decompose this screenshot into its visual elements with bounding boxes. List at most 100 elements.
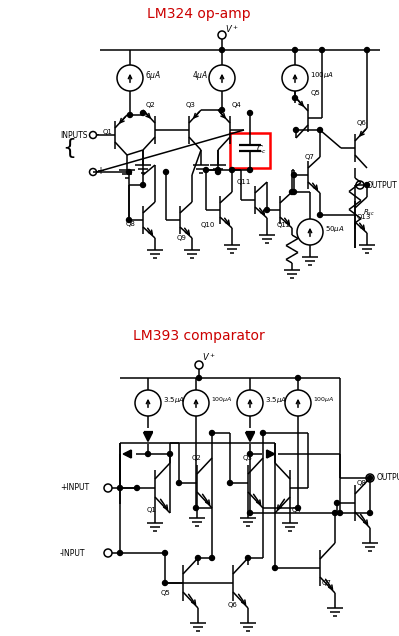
Circle shape (176, 481, 182, 485)
Circle shape (365, 48, 369, 53)
Circle shape (229, 167, 235, 172)
Text: $3.5\mu A$: $3.5\mu A$ (163, 395, 185, 405)
Text: Q3: Q3 (186, 102, 196, 108)
Circle shape (294, 127, 298, 132)
Text: $V^+$: $V^+$ (225, 23, 239, 35)
Circle shape (292, 190, 296, 195)
Text: $3.5\mu A$: $3.5\mu A$ (265, 395, 287, 405)
Text: Q4: Q4 (292, 507, 302, 513)
Bar (230, 133, 270, 168)
Text: +: + (96, 166, 104, 176)
Circle shape (292, 95, 298, 100)
Circle shape (247, 167, 253, 172)
Circle shape (265, 207, 269, 212)
Circle shape (320, 48, 324, 53)
Circle shape (338, 511, 342, 516)
Text: +INPUT: +INPUT (60, 483, 89, 492)
Text: Q12: Q12 (277, 222, 291, 228)
Text: $R_{sc}$: $R_{sc}$ (363, 208, 375, 218)
Circle shape (219, 48, 225, 53)
Circle shape (126, 170, 132, 174)
Circle shape (194, 506, 198, 511)
Circle shape (140, 111, 146, 116)
Circle shape (245, 555, 251, 560)
Text: Q13: Q13 (357, 214, 371, 220)
Text: Q1: Q1 (103, 129, 113, 135)
Text: -: - (96, 129, 99, 139)
Circle shape (215, 167, 221, 172)
Circle shape (292, 172, 296, 177)
Text: OUTPUT: OUTPUT (367, 181, 398, 190)
Text: -INPUT: -INPUT (60, 548, 85, 558)
Circle shape (162, 551, 168, 555)
Text: $100\mu A$: $100\mu A$ (310, 70, 334, 80)
Circle shape (332, 511, 338, 516)
Circle shape (128, 113, 132, 118)
Circle shape (365, 183, 369, 188)
Circle shape (126, 218, 132, 223)
Text: $C_c$: $C_c$ (256, 144, 267, 156)
Circle shape (292, 48, 298, 53)
Circle shape (318, 212, 322, 218)
Circle shape (140, 183, 146, 188)
Polygon shape (123, 450, 131, 458)
Circle shape (334, 501, 340, 506)
Circle shape (227, 481, 233, 485)
Text: Q9: Q9 (177, 235, 187, 241)
Text: Q2: Q2 (192, 455, 202, 461)
Circle shape (215, 170, 221, 174)
Text: Q4: Q4 (232, 102, 242, 108)
Text: Q11: Q11 (237, 179, 251, 185)
Polygon shape (245, 432, 255, 441)
Circle shape (247, 452, 253, 457)
Polygon shape (267, 450, 275, 458)
Text: Q7: Q7 (305, 154, 315, 160)
Circle shape (146, 452, 150, 457)
Text: LM393 comparator: LM393 comparator (133, 329, 265, 343)
Text: Q3: Q3 (243, 455, 253, 461)
Circle shape (296, 375, 300, 380)
Text: Q5: Q5 (161, 590, 171, 596)
Text: Q8: Q8 (126, 221, 136, 227)
Circle shape (247, 111, 253, 116)
Circle shape (247, 511, 253, 516)
Text: LM324 op-amp: LM324 op-amp (147, 7, 251, 21)
Text: Q5: Q5 (311, 90, 321, 96)
Circle shape (273, 565, 277, 570)
Text: INPUTS: INPUTS (60, 132, 87, 141)
Circle shape (196, 375, 201, 380)
Circle shape (203, 167, 209, 172)
Polygon shape (144, 432, 152, 441)
Text: Q6: Q6 (228, 602, 238, 608)
Text: $6\mu A$: $6\mu A$ (145, 69, 161, 81)
Text: OUTPUT: OUTPUT (377, 473, 399, 481)
Circle shape (209, 431, 215, 436)
Text: $100\mu A$: $100\mu A$ (211, 396, 233, 404)
Text: Q10: Q10 (201, 222, 215, 228)
Circle shape (117, 551, 122, 555)
Circle shape (261, 431, 265, 436)
Circle shape (162, 581, 168, 586)
Text: $50\mu A$: $50\mu A$ (325, 224, 345, 234)
Circle shape (296, 506, 300, 511)
Text: $100\mu A$: $100\mu A$ (313, 396, 335, 404)
Text: Q1: Q1 (147, 507, 157, 513)
Circle shape (117, 485, 122, 490)
Circle shape (168, 452, 172, 457)
Circle shape (164, 170, 168, 174)
Text: $4\mu A$: $4\mu A$ (192, 69, 208, 81)
Text: Q7: Q7 (322, 580, 332, 586)
Circle shape (196, 555, 201, 560)
Circle shape (219, 107, 225, 113)
Text: Q8: Q8 (357, 480, 367, 486)
Circle shape (290, 190, 294, 195)
Circle shape (367, 476, 373, 481)
Circle shape (209, 555, 215, 560)
Circle shape (134, 485, 140, 490)
Circle shape (367, 511, 373, 516)
Text: {: { (62, 138, 76, 158)
Text: Q6: Q6 (357, 120, 367, 126)
Text: Q2: Q2 (145, 102, 155, 108)
Text: $V^+$: $V^+$ (202, 351, 216, 363)
Circle shape (318, 127, 322, 132)
